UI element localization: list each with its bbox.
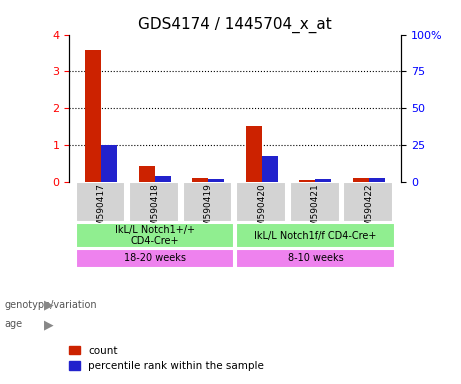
FancyBboxPatch shape xyxy=(76,223,234,248)
Legend: count, percentile rank within the sample: count, percentile rank within the sample xyxy=(65,341,268,375)
FancyBboxPatch shape xyxy=(236,182,286,222)
Bar xyxy=(155,176,171,182)
FancyBboxPatch shape xyxy=(236,248,395,268)
FancyBboxPatch shape xyxy=(183,182,232,222)
Bar xyxy=(246,126,262,182)
Text: GSM590417: GSM590417 xyxy=(97,184,106,238)
Text: GSM590422: GSM590422 xyxy=(365,184,373,238)
Bar xyxy=(315,179,331,182)
Text: GSM590418: GSM590418 xyxy=(150,184,160,238)
Text: ▶: ▶ xyxy=(44,318,53,331)
FancyBboxPatch shape xyxy=(129,182,179,222)
Bar xyxy=(101,145,118,182)
Text: ▶: ▶ xyxy=(44,299,53,312)
Text: IkL/L Notch1f/f CD4-Cre+: IkL/L Notch1f/f CD4-Cre+ xyxy=(254,230,377,240)
FancyBboxPatch shape xyxy=(76,248,234,268)
Title: GDS4174 / 1445704_x_at: GDS4174 / 1445704_x_at xyxy=(138,17,332,33)
Text: genotype/variation: genotype/variation xyxy=(5,300,97,310)
Bar xyxy=(353,178,369,182)
Bar xyxy=(85,50,101,182)
FancyBboxPatch shape xyxy=(290,182,339,222)
Text: GSM590421: GSM590421 xyxy=(311,184,320,238)
Bar xyxy=(192,178,208,182)
Text: GSM590420: GSM590420 xyxy=(257,184,266,238)
Bar xyxy=(299,180,315,182)
FancyBboxPatch shape xyxy=(236,223,395,248)
Text: 18-20 weeks: 18-20 weeks xyxy=(124,253,186,263)
Text: IkL/L Notch1+/+
CD4-Cre+: IkL/L Notch1+/+ CD4-Cre+ xyxy=(115,225,195,246)
Bar xyxy=(369,178,385,182)
Bar xyxy=(208,179,225,182)
Bar xyxy=(262,156,278,182)
Text: GSM590419: GSM590419 xyxy=(204,184,213,238)
FancyBboxPatch shape xyxy=(343,182,393,222)
Text: 8-10 weeks: 8-10 weeks xyxy=(288,253,343,263)
Bar xyxy=(139,166,155,182)
FancyBboxPatch shape xyxy=(76,182,125,222)
Text: age: age xyxy=(5,319,23,329)
